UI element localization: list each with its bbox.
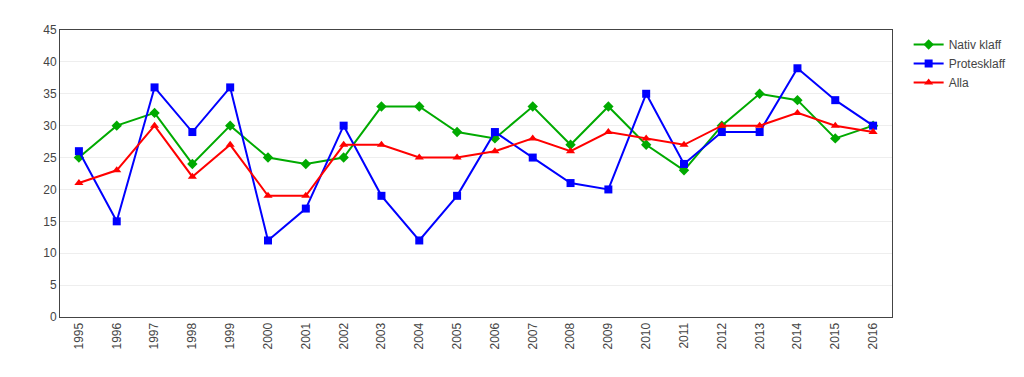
svg-text:35: 35 — [43, 87, 57, 101]
svg-text:2008: 2008 — [563, 322, 577, 349]
svg-text:2004: 2004 — [412, 322, 426, 349]
svg-text:1998: 1998 — [185, 322, 199, 349]
svg-text:Nativ klaff: Nativ klaff — [949, 38, 1002, 52]
svg-text:2003: 2003 — [374, 322, 388, 349]
svg-text:2013: 2013 — [753, 322, 767, 349]
svg-text:2002: 2002 — [337, 322, 351, 349]
svg-text:1999: 1999 — [223, 322, 237, 349]
svg-text:1997: 1997 — [147, 322, 161, 349]
svg-text:2010: 2010 — [639, 322, 653, 349]
svg-text:2015: 2015 — [828, 322, 842, 349]
svg-text:2007: 2007 — [526, 322, 540, 349]
svg-text:15: 15 — [43, 215, 57, 229]
svg-text:1996: 1996 — [110, 322, 124, 349]
svg-text:5: 5 — [50, 278, 57, 292]
svg-text:0: 0 — [50, 310, 57, 324]
svg-text:2000: 2000 — [261, 322, 275, 349]
svg-text:2011: 2011 — [677, 322, 691, 348]
svg-text:1995: 1995 — [72, 322, 86, 349]
svg-text:20: 20 — [43, 183, 57, 197]
svg-text:2009: 2009 — [601, 322, 615, 349]
svg-text:25: 25 — [43, 151, 57, 165]
svg-text:30: 30 — [43, 119, 57, 133]
svg-text:Protesklaff: Protesklaff — [949, 57, 1006, 71]
svg-text:10: 10 — [43, 246, 57, 260]
svg-text:2014: 2014 — [790, 322, 804, 349]
svg-text:40: 40 — [43, 55, 57, 69]
svg-text:45: 45 — [43, 23, 57, 37]
svg-text:Alla: Alla — [949, 76, 969, 90]
svg-text:2006: 2006 — [488, 322, 502, 349]
svg-text:2016: 2016 — [866, 322, 880, 349]
svg-text:2012: 2012 — [715, 322, 729, 349]
svg-text:2001: 2001 — [299, 322, 313, 349]
svg-text:2005: 2005 — [450, 322, 464, 349]
